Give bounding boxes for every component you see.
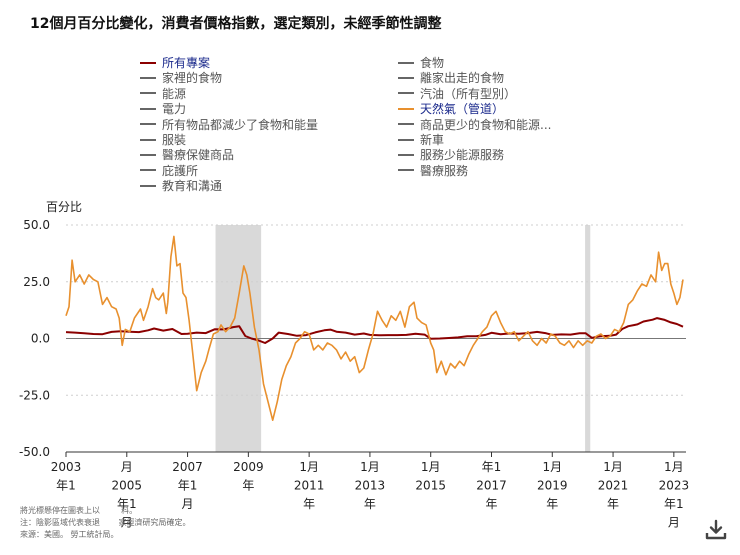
x-tick-label: 年 xyxy=(242,479,254,493)
legend-item[interactable]: 汽油（所有型別） xyxy=(398,87,516,102)
legend-item[interactable]: 家裡的食物 xyxy=(140,71,222,86)
legend-swatch xyxy=(398,123,414,126)
x-tick-label: 2019 xyxy=(537,479,568,493)
legend-item[interactable]: 食物 xyxy=(398,56,444,71)
legend-swatch xyxy=(398,107,414,110)
legend-swatch xyxy=(140,184,156,187)
x-tick-label: 年1 xyxy=(482,460,502,474)
x-tick-label: 2015 xyxy=(415,479,446,493)
legend-label: 所有專案 xyxy=(162,56,211,70)
legend-item[interactable]: 所有專案 xyxy=(140,56,210,71)
y-tick-label: 0.0 xyxy=(31,332,50,346)
legend-swatch xyxy=(398,138,414,141)
series-line xyxy=(65,235,684,421)
x-tick-label: 年 xyxy=(485,497,497,511)
x-tick-label: 2017 xyxy=(476,479,507,493)
legend-item[interactable]: 服務少能源服務 xyxy=(398,148,504,163)
x-tick-label: 年 xyxy=(546,497,558,511)
y-tick-label: 25.0 xyxy=(23,275,50,289)
x-tick-label: 1月 xyxy=(360,460,380,474)
legend-swatch xyxy=(140,123,156,126)
x-tick-label: 2023 xyxy=(659,479,690,493)
x-tick-label: 1月 xyxy=(299,460,319,474)
legend-label: 食物 xyxy=(420,56,445,70)
x-tick-label: 月 xyxy=(182,497,194,511)
x-tick-label: 年1 xyxy=(664,497,684,511)
footnote-source: 來源：美國。 勞工統計局。 xyxy=(20,530,119,539)
legend-label: 醫療服務 xyxy=(420,163,469,178)
legend-item[interactable]: 醫療保健商品 xyxy=(140,148,234,163)
y-tick-label: 50.0 xyxy=(23,218,50,232)
x-tick-label: 1月 xyxy=(421,460,441,474)
x-tick-label: 年 xyxy=(364,497,376,511)
legend-swatch xyxy=(140,61,156,64)
x-tick-label: 年1 xyxy=(56,479,76,493)
legend-item[interactable]: 離家出走的食物 xyxy=(398,71,504,86)
legend-label: 新車 xyxy=(420,133,445,147)
legend-label: 天然氣（管道） xyxy=(420,102,505,117)
legend-swatch xyxy=(140,76,156,79)
legend-item[interactable]: 天然氣（管道） xyxy=(398,102,504,117)
legend-label: 醫療保健商品 xyxy=(162,148,235,163)
x-tick-label: 年1 xyxy=(117,497,137,511)
legend-swatch xyxy=(398,92,414,95)
legend-label: 商品更少的食物和能源... xyxy=(420,117,552,132)
footnote-hover: 將光標懸停在圖表上以 料。 xyxy=(20,506,138,515)
legend-label: 離家出走的食物 xyxy=(420,71,505,86)
legend-swatch xyxy=(140,92,156,95)
legend-label: 庇護所 xyxy=(162,163,199,178)
chart-title: 12個月百分比變化，消費者價格指數，選定類別，未經季節性調整 xyxy=(30,16,442,32)
footnote-shading: 注：陰影區域代表衰退 家經濟研究局確定。 xyxy=(20,518,191,527)
legend-swatch xyxy=(398,61,414,64)
legend-item[interactable]: 電力 xyxy=(140,102,186,117)
legend-swatch xyxy=(140,107,156,110)
legend-item[interactable]: 能源 xyxy=(140,87,186,102)
legend-swatch xyxy=(398,169,414,172)
legend-item[interactable]: 醫療服務 xyxy=(398,164,468,179)
legend-item[interactable]: 庇護所 xyxy=(140,164,198,179)
x-tick-label: 2003 xyxy=(51,460,82,474)
download-icon[interactable] xyxy=(704,518,728,542)
y-tick-label: -50.0 xyxy=(19,445,50,459)
legend-item[interactable]: 商品更少的食物和能源... xyxy=(398,118,551,133)
legend-label: 服裝 xyxy=(162,133,187,147)
legend-swatch xyxy=(398,76,414,79)
legend-label: 汽油（所有型別） xyxy=(420,86,517,101)
legend-item[interactable]: 所有物品都減少了食物和能量 xyxy=(140,118,318,133)
x-tick-label: 年 xyxy=(607,497,619,511)
y-tick-label: -25.0 xyxy=(19,388,50,402)
legend-label: 所有物品都減少了食物和能量 xyxy=(162,117,319,132)
legend-label: 能源 xyxy=(162,86,187,101)
x-tick-label: 月 xyxy=(121,460,133,474)
x-tick-label: 2011 xyxy=(294,479,325,493)
x-tick-label: 2013 xyxy=(355,479,386,493)
series-line xyxy=(65,317,684,344)
legend-swatch xyxy=(140,138,156,141)
x-tick-label: 月 xyxy=(121,516,133,530)
legend-label: 家裡的食物 xyxy=(162,71,223,86)
legend-item[interactable]: 新車 xyxy=(398,133,444,148)
legend-item[interactable]: 教育和溝通 xyxy=(140,179,222,194)
legend-label: 服務少能源服務 xyxy=(420,148,505,163)
legend-item[interactable]: 服裝 xyxy=(140,133,186,148)
x-tick-label: 1月 xyxy=(603,460,623,474)
legend-swatch xyxy=(140,169,156,172)
legend-label: 教育和溝通 xyxy=(162,179,223,194)
x-tick-label: 1月 xyxy=(664,460,684,474)
x-tick-label: 2007 xyxy=(172,460,203,474)
legend-swatch xyxy=(398,153,414,156)
x-tick-label: 年 xyxy=(303,497,315,511)
x-tick-label: 2021 xyxy=(598,479,629,493)
x-tick-label: 月 xyxy=(668,516,680,530)
y-axis-label: 百分比 xyxy=(46,200,83,214)
x-tick-label: 1月 xyxy=(542,460,562,474)
legend-swatch xyxy=(140,153,156,156)
legend-label: 電力 xyxy=(162,102,187,117)
x-tick-label: 年1 xyxy=(178,479,198,493)
x-tick-label: 2009 xyxy=(233,460,264,474)
x-tick-label: 2005 xyxy=(112,479,143,493)
